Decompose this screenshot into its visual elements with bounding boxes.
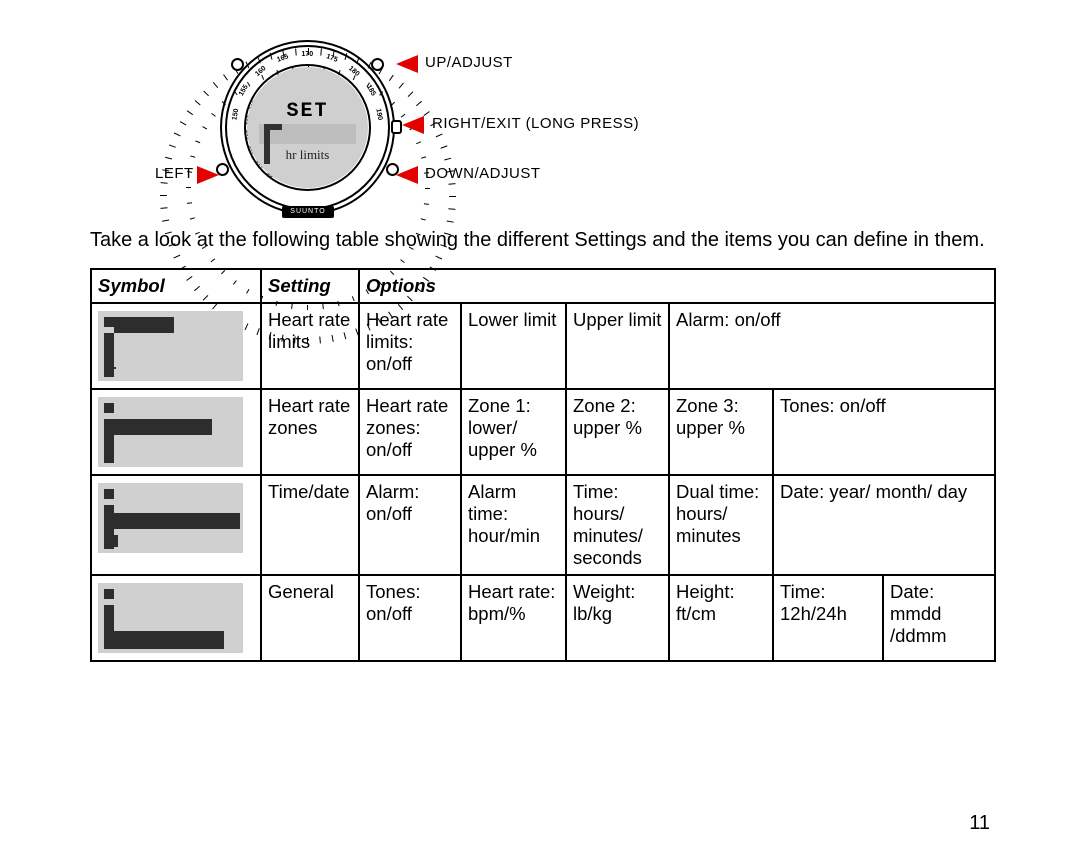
cell-option: Tones: on/off [773, 389, 995, 475]
cell-symbol [91, 303, 261, 389]
watch-lug-icon [391, 120, 402, 134]
label-left: LEFT [155, 165, 194, 182]
cell-option: Time: hours/ minutes/ seconds [566, 475, 669, 575]
cell-option: Height: ft/cm [669, 575, 773, 661]
watch-lug-icon [231, 58, 244, 71]
label-down: DOWN/ADJUST [425, 165, 541, 182]
table-row: Heart rate zonesHeart rate zones: on/off… [91, 389, 995, 475]
th-symbol: Symbol [91, 269, 261, 303]
table-header-row: Symbol Setting Options [91, 269, 995, 303]
intro-text: Take a look at the following table showi… [90, 227, 990, 254]
arrow-right-icon [402, 116, 424, 134]
cell-option: Heart rate: bpm/% [461, 575, 566, 661]
label-up: UP/ADJUST [425, 54, 513, 71]
cell-option: Dual time: hours/ minutes [669, 475, 773, 575]
cell-option: Date: mmdd /ddmm [883, 575, 995, 661]
watch-diagram: LEFT 150155160165170175180185190 6080100… [160, 40, 630, 215]
cell-option: Zone 3: upper % [669, 389, 773, 475]
th-options: Options [359, 269, 995, 303]
watch-face-bottom: hr limits [247, 147, 368, 163]
brand-label: SUUNTO [282, 206, 334, 218]
cell-setting: General [261, 575, 359, 661]
cell-option: Weight: lb/kg [566, 575, 669, 661]
cell-option: Alarm: on/off [669, 303, 995, 389]
manual-page: LEFT 150155160165170175180185190 6080100… [0, 0, 1080, 855]
cell-option: Heart rate zones: on/off [359, 389, 461, 475]
cell-symbol [91, 475, 261, 575]
cell-option: Heart rate limits: on/off [359, 303, 461, 389]
cell-setting: Heart rate zones [261, 389, 359, 475]
cell-option: Date: year/ month/ day [773, 475, 995, 575]
watch-lug-icon [371, 58, 384, 71]
cell-option: Zone 1: lower/ upper % [461, 389, 566, 475]
table-row: Time/dateAlarm: on/offAlarm time: hour/m… [91, 475, 995, 575]
settings-table: Symbol Setting Options Heart rate limits… [90, 268, 996, 662]
cell-option: Alarm: on/off [359, 475, 461, 575]
watch-lug-icon [216, 163, 229, 176]
cell-option: Lower limit [461, 303, 566, 389]
page-number: 11 [969, 812, 990, 835]
table-row: GeneralTones: on/offHeart rate: bpm/%Wei… [91, 575, 995, 661]
watch-face-top: SET [247, 100, 368, 123]
cell-symbol [91, 575, 261, 661]
arrow-up-icon [396, 55, 418, 73]
table-row: Heart rate limitsHeart rate limits: on/o… [91, 303, 995, 389]
cell-setting: Heart rate limits [261, 303, 359, 389]
watch-body: 150155160165170175180185190 608010015020… [220, 40, 395, 215]
cell-setting: Time/date [261, 475, 359, 575]
cell-option: Upper limit [566, 303, 669, 389]
th-setting: Setting [261, 269, 359, 303]
cell-option: Tones: on/off [359, 575, 461, 661]
cell-symbol [91, 389, 261, 475]
arrow-down-icon [396, 166, 418, 184]
label-right: RIGHT/EXIT (LONG PRESS) [432, 115, 639, 132]
cell-option: Time: 12h/24h [773, 575, 883, 661]
cell-option: Zone 2: upper % [566, 389, 669, 475]
cell-option: Alarm time: hour/min [461, 475, 566, 575]
